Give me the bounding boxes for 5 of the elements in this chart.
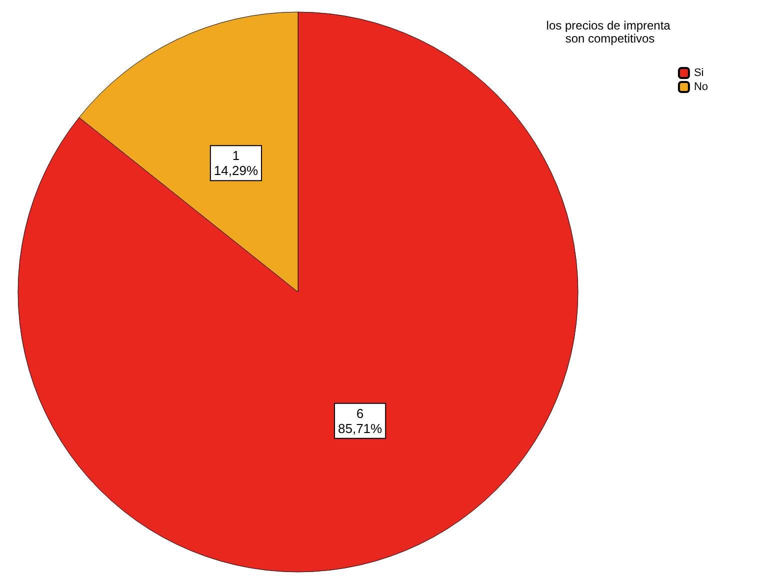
legend-label: Si bbox=[694, 67, 704, 79]
data-label: 1 14,29% bbox=[214, 148, 258, 178]
legend-title: los precios de imprenta son competitivos bbox=[546, 18, 674, 46]
data-label: 6 85,71% bbox=[338, 406, 383, 436]
legend-label: No bbox=[694, 81, 708, 93]
